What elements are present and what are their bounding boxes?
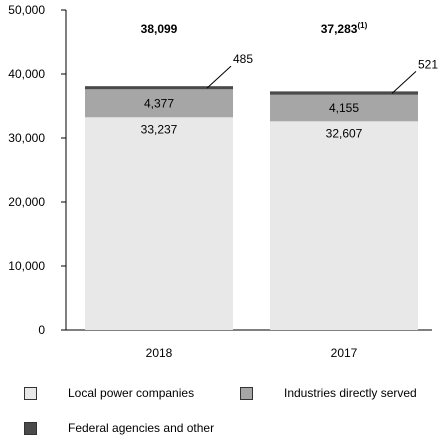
stacked-bar-chart: 0 10,000 20,000 30,000 40,000 50,000 2018 33,23…	[8, 3, 438, 360]
data-label: 485	[233, 52, 253, 66]
callout-line	[391, 71, 417, 94]
total-label: 38,099	[141, 22, 178, 36]
data-label: 33,237	[141, 122, 178, 136]
bar-segment	[85, 89, 233, 118]
y-tick-label: 30,000	[8, 131, 45, 145]
bar-segment	[85, 117, 233, 330]
legend-label-industries-directly-served: Industries directly served	[284, 386, 417, 400]
legend-swatch-local-power-companies	[24, 386, 37, 400]
legend-label-federal-agencies-and-other: Federal agencies and other	[68, 421, 215, 435]
x-tick-label: 2018	[146, 346, 173, 360]
data-label: 521	[418, 57, 438, 71]
data-label: 4,155	[329, 101, 359, 115]
x-tick-label: 2017	[331, 346, 358, 360]
y-tick-label: 10,000	[8, 259, 45, 273]
total-footnote: (1)	[357, 21, 367, 30]
legend-label-local-power-companies: Local power companies	[68, 386, 195, 400]
legend-swatch-industries-directly-served	[240, 386, 253, 400]
y-tick-label: 50,000	[8, 3, 45, 17]
bar-segment	[270, 121, 418, 330]
callout-line	[206, 65, 232, 89]
bar-segment	[270, 94, 418, 122]
y-tick-label: 20,000	[8, 195, 45, 209]
bar-segment	[85, 86, 233, 90]
data-label: 32,607	[326, 126, 363, 140]
legend-item-industries-directly-served: Industries directly served	[240, 386, 417, 400]
y-tick-label: 40,000	[8, 67, 45, 81]
data-label: 4,377	[144, 96, 174, 110]
y-tick-label: 0	[38, 323, 45, 337]
legend-item-federal-agencies-and-other: Federal agencies and other	[24, 421, 214, 435]
bar-segment	[270, 91, 418, 95]
legend-item-local-power-companies: Local power companies	[24, 386, 194, 400]
legend-swatch-federal-agencies-and-other	[24, 421, 37, 435]
total-label: 37,283(1)	[321, 21, 368, 36]
